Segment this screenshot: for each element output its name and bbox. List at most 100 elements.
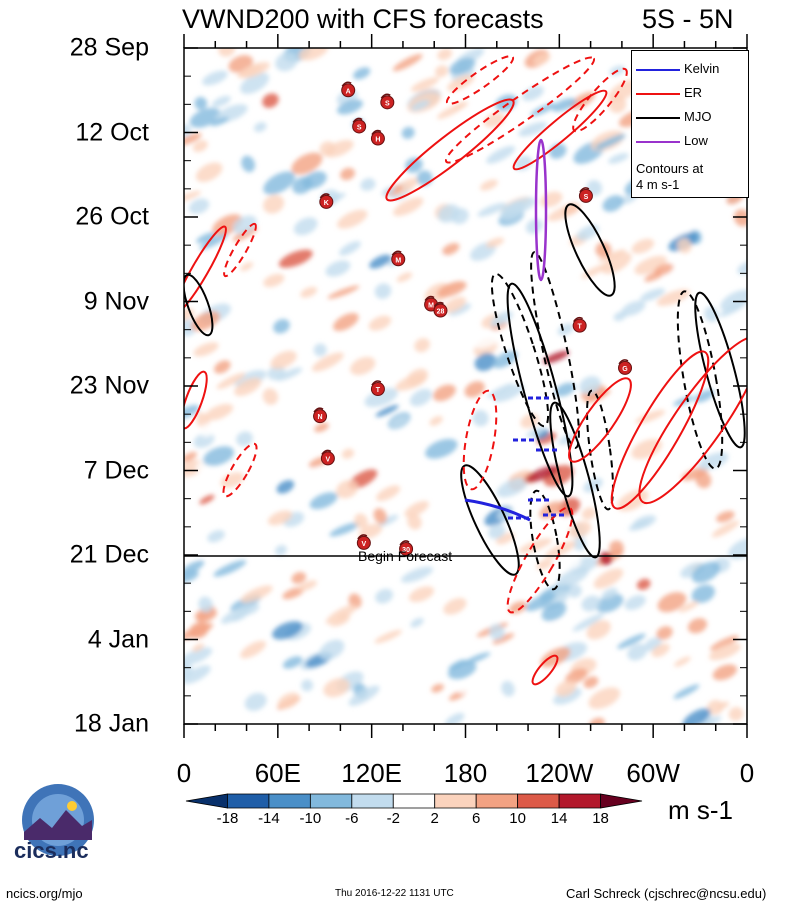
field-patch [262,388,279,405]
wave-contour [638,335,747,505]
field-patch [695,471,712,489]
field-patch [211,95,231,108]
field-patch [540,647,571,668]
field-patch [374,629,402,644]
field-patch [711,520,740,538]
field-patch [444,712,465,724]
field-patch [301,465,321,481]
field-patch [216,372,246,390]
field-patch [309,492,338,510]
field-patch [340,167,355,181]
field-patch [488,523,506,539]
storm-marker: M [391,250,406,267]
field-patch [298,48,329,61]
field-patch [680,562,705,578]
svg-text:S: S [584,194,589,201]
field-patch [291,152,323,175]
field-patch [712,664,738,681]
x-tick-label: 0 [176,758,192,788]
field-patch [473,331,507,349]
field-patch [617,633,646,649]
storm-marker: G [618,359,633,375]
legend-note-line2: 4 m s-1 [636,177,680,192]
field-patch [192,140,208,153]
field-patch [691,584,715,603]
field-patch [678,601,699,613]
field-patch [501,680,515,697]
field-patch [376,485,401,502]
y-tick-label: 18 Jan [73,709,149,738]
field-patch [495,532,515,545]
field-patch [457,676,489,694]
wave-contour [223,222,257,278]
field-patch [278,249,313,268]
field-patch [280,434,307,455]
legend-er-label: ER [684,85,703,100]
field-patch [608,153,629,164]
field-patch [601,252,632,274]
field-patch [395,374,427,391]
storm-marker: K [319,193,334,209]
field-patch [362,689,393,705]
field-patch [240,585,273,603]
field-patch [410,99,430,112]
field-patch [677,238,692,254]
field-patch [486,237,505,248]
svg-text:H: H [375,137,380,144]
field-patch [579,376,601,395]
field-patch [477,202,507,217]
y-tick-label: 7 Dec [83,456,149,484]
field-patch [261,407,282,423]
field-patch [503,197,536,215]
wave-contour [676,290,724,470]
field-patch [540,589,569,610]
field-patch [656,626,673,640]
field-patch [210,117,229,127]
wave-contour [444,56,596,164]
svg-text:M: M [428,303,434,310]
wave-contour [564,203,616,297]
colorbar-tick-label: -18 [216,810,239,827]
field-patch [292,176,313,195]
wave-contour [529,489,561,591]
field-patch [425,252,446,271]
field-patch [694,389,715,403]
field-patch [222,641,252,660]
colorbar-tick-label: -2 [386,810,400,827]
field-patch [555,680,577,697]
footer-url[interactable]: ncics.org/mjo [6,886,83,901]
field-patch [389,415,409,428]
field-patch [480,179,498,191]
field-patch [240,640,267,659]
field-patch [325,260,351,277]
field-patch [192,643,205,652]
field-patch [336,480,359,499]
field-patch [486,145,516,164]
field-patch [193,549,205,560]
field-patch [602,195,624,212]
field-patch [275,544,287,556]
field-patch [244,692,267,711]
field-patch [514,155,533,171]
field-patch [436,103,465,120]
field-patch [234,377,262,396]
legend-kelvin-label: Kelvin [684,61,720,76]
field-patch [435,65,449,78]
y-tick-label: 12 Oct [75,118,149,146]
field-patch [628,519,651,531]
field-patch [429,415,443,426]
colorbar-tick-label: 14 [550,810,568,827]
field-patch [373,164,405,182]
field-patch [375,588,394,604]
field-patch [728,538,747,560]
field-patch [636,578,651,590]
field-patch [542,350,570,364]
cics-logo-icon [22,784,94,856]
field-patch [240,72,270,94]
cics-logo-text: cics.nc [14,838,89,863]
field-patch [588,687,621,709]
x-tick-label: 180 [443,758,488,788]
field-patch [392,53,423,72]
field-patch [253,454,275,469]
field-patch [410,617,424,628]
